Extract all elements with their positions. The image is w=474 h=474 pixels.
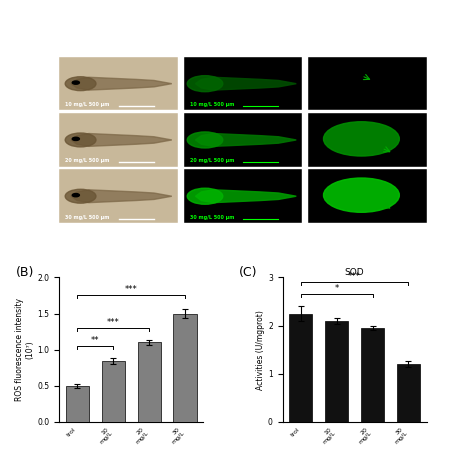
Text: 10 mg/L 500 μm: 10 mg/L 500 μm — [190, 102, 234, 107]
Circle shape — [323, 178, 399, 212]
Text: 10 mg/L 500 μm: 10 mg/L 500 μm — [65, 102, 109, 107]
Polygon shape — [71, 77, 172, 90]
Text: ***: *** — [348, 272, 361, 281]
Text: 20 mg/L 500 μm: 20 mg/L 500 μm — [65, 158, 109, 164]
Circle shape — [65, 189, 96, 203]
Y-axis label: ROS fluorescence intensity
(10⁷): ROS fluorescence intensity (10⁷) — [15, 298, 35, 401]
Bar — [397, 364, 420, 422]
Bar — [66, 386, 89, 422]
Y-axis label: Activities (U/mgprot): Activities (U/mgprot) — [256, 310, 265, 390]
Bar — [137, 342, 161, 422]
Title: SOD: SOD — [345, 268, 365, 277]
Text: **: ** — [91, 336, 100, 345]
Circle shape — [187, 188, 223, 204]
Polygon shape — [195, 134, 296, 146]
Text: 30 mg/L 500 μm: 30 mg/L 500 μm — [65, 215, 109, 220]
Text: ***: *** — [125, 285, 137, 294]
Bar — [102, 361, 125, 422]
Circle shape — [72, 193, 80, 197]
Bar — [325, 321, 348, 422]
Polygon shape — [71, 190, 172, 203]
Text: (B): (B) — [16, 266, 35, 279]
Polygon shape — [71, 134, 172, 146]
Polygon shape — [195, 77, 296, 90]
Text: *: * — [335, 284, 339, 293]
Circle shape — [72, 81, 80, 84]
Circle shape — [65, 133, 96, 147]
Bar — [173, 313, 197, 422]
Circle shape — [323, 122, 399, 156]
Circle shape — [187, 132, 223, 148]
Polygon shape — [195, 190, 296, 203]
Circle shape — [72, 137, 80, 140]
Text: (C): (C) — [239, 266, 258, 279]
Text: 30 mg/L 500 μm: 30 mg/L 500 μm — [190, 215, 234, 220]
Circle shape — [187, 76, 223, 91]
Text: 20 mg/L 500 μm: 20 mg/L 500 μm — [190, 158, 234, 164]
Circle shape — [65, 77, 96, 91]
Text: ***: *** — [107, 318, 120, 327]
Bar — [289, 313, 312, 422]
Bar — [361, 328, 384, 422]
